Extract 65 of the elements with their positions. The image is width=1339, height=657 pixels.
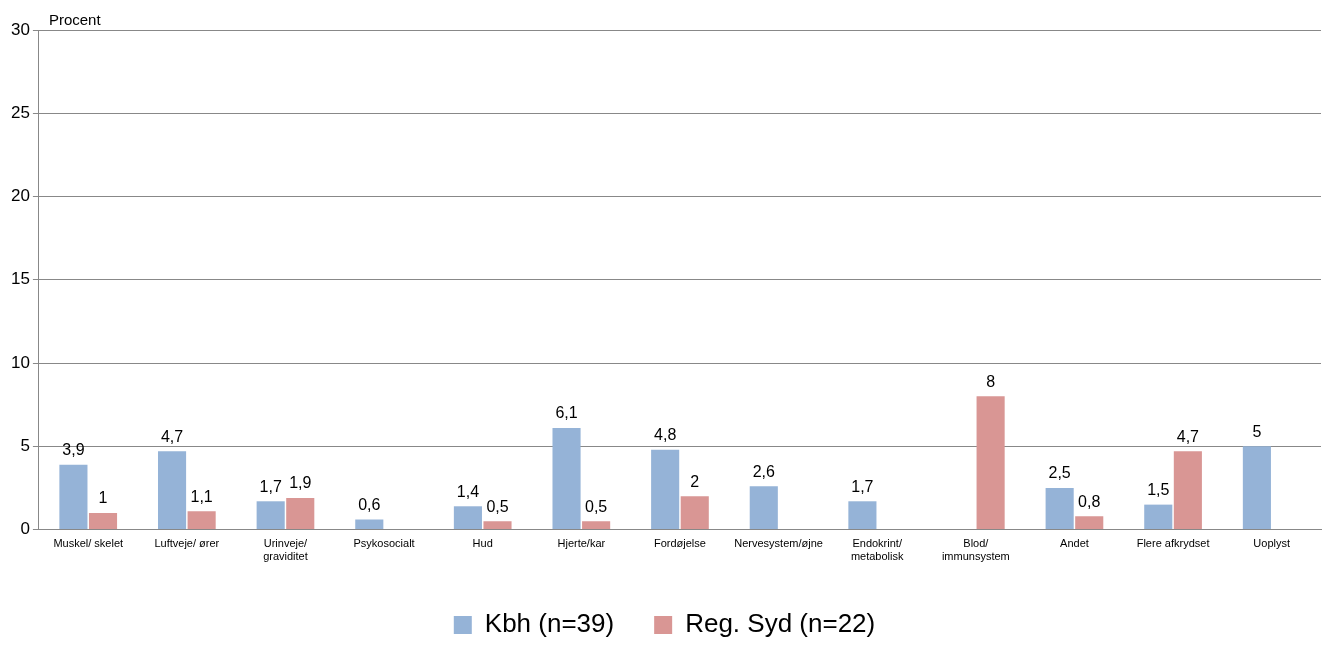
- x-tick-label: Luftveje/ ører: [154, 537, 220, 550]
- x-tick-label: Urinveje/ graviditet: [263, 537, 309, 563]
- legend-label: Kbh (n=39): [484, 608, 615, 639]
- y-tick-label: 30: [10, 19, 30, 39]
- data-label: 5: [1252, 422, 1262, 440]
- x-tick-label: Flere afkrydset: [1136, 537, 1210, 550]
- bar: [355, 519, 384, 530]
- data-label: 4,7: [160, 427, 184, 445]
- data-label: 0,5: [585, 497, 608, 515]
- data-label: 1: [98, 489, 108, 507]
- bar: [59, 464, 88, 530]
- bar: [1173, 451, 1202, 530]
- y-tick-label: 20: [10, 186, 30, 206]
- data-label: 2,5: [1048, 464, 1071, 482]
- bar: [651, 449, 680, 530]
- bar: [286, 497, 315, 530]
- bar: [976, 396, 1005, 530]
- y-tick-label: 5: [20, 436, 30, 456]
- x-tick-label: Blod/ immunsystem: [941, 537, 1010, 563]
- bar: [552, 428, 581, 530]
- bar: [256, 501, 285, 530]
- bar: [680, 496, 709, 530]
- bar: [453, 506, 482, 530]
- x-tick-label: Uoplyst: [1253, 537, 1291, 550]
- data-label: 2,6: [752, 462, 775, 480]
- data-label: 4,8: [654, 426, 677, 444]
- bar: [1075, 516, 1104, 530]
- bar: [158, 451, 187, 530]
- legend-label: Reg. Syd (n=22): [685, 608, 876, 639]
- data-label: 8: [986, 372, 996, 390]
- data-label: 1,5: [1147, 481, 1170, 499]
- data-label: 0,5: [486, 497, 509, 515]
- bar: [187, 511, 216, 530]
- data-label: 0,6: [358, 496, 381, 514]
- bar: [848, 501, 877, 530]
- x-tick-label: Fordøjelse: [653, 537, 706, 550]
- bar: [582, 521, 611, 530]
- data-label: 3,9: [62, 441, 85, 459]
- data-label: 1,1: [190, 487, 213, 505]
- y-axis-title: Procent: [48, 10, 102, 28]
- data-label: 1,9: [289, 474, 312, 492]
- data-label: 4,7: [1176, 427, 1200, 445]
- y-tick-label: 10: [10, 352, 30, 372]
- data-label: 2: [690, 472, 700, 490]
- y-tick-label: 15: [10, 269, 30, 289]
- x-tick-label: Muskel/ skelet: [53, 537, 124, 550]
- data-label: 0,8: [1078, 492, 1101, 510]
- x-tick-label: Hud: [472, 537, 493, 550]
- x-tick-label: Nervesystem/øjne: [734, 537, 823, 550]
- bar: [1242, 446, 1271, 530]
- x-tick-label: Andet: [1060, 537, 1089, 550]
- x-tick-label: Psykosocialt: [353, 537, 415, 550]
- bar: [88, 512, 118, 530]
- bar: [749, 486, 778, 530]
- x-tick-label: Endokrint/ metabolisk: [850, 537, 904, 563]
- bar: [1045, 487, 1074, 530]
- data-label: 1,7: [259, 477, 282, 495]
- data-label: 6,1: [555, 404, 578, 422]
- y-tick-label: 25: [10, 102, 30, 122]
- bar: [483, 521, 512, 530]
- data-label: 1,7: [851, 477, 874, 495]
- x-tick-label: Hjerte/kar: [557, 537, 606, 550]
- data-label: 1,4: [456, 482, 480, 500]
- bar: [1144, 504, 1173, 530]
- y-tick-label: 0: [20, 519, 30, 539]
